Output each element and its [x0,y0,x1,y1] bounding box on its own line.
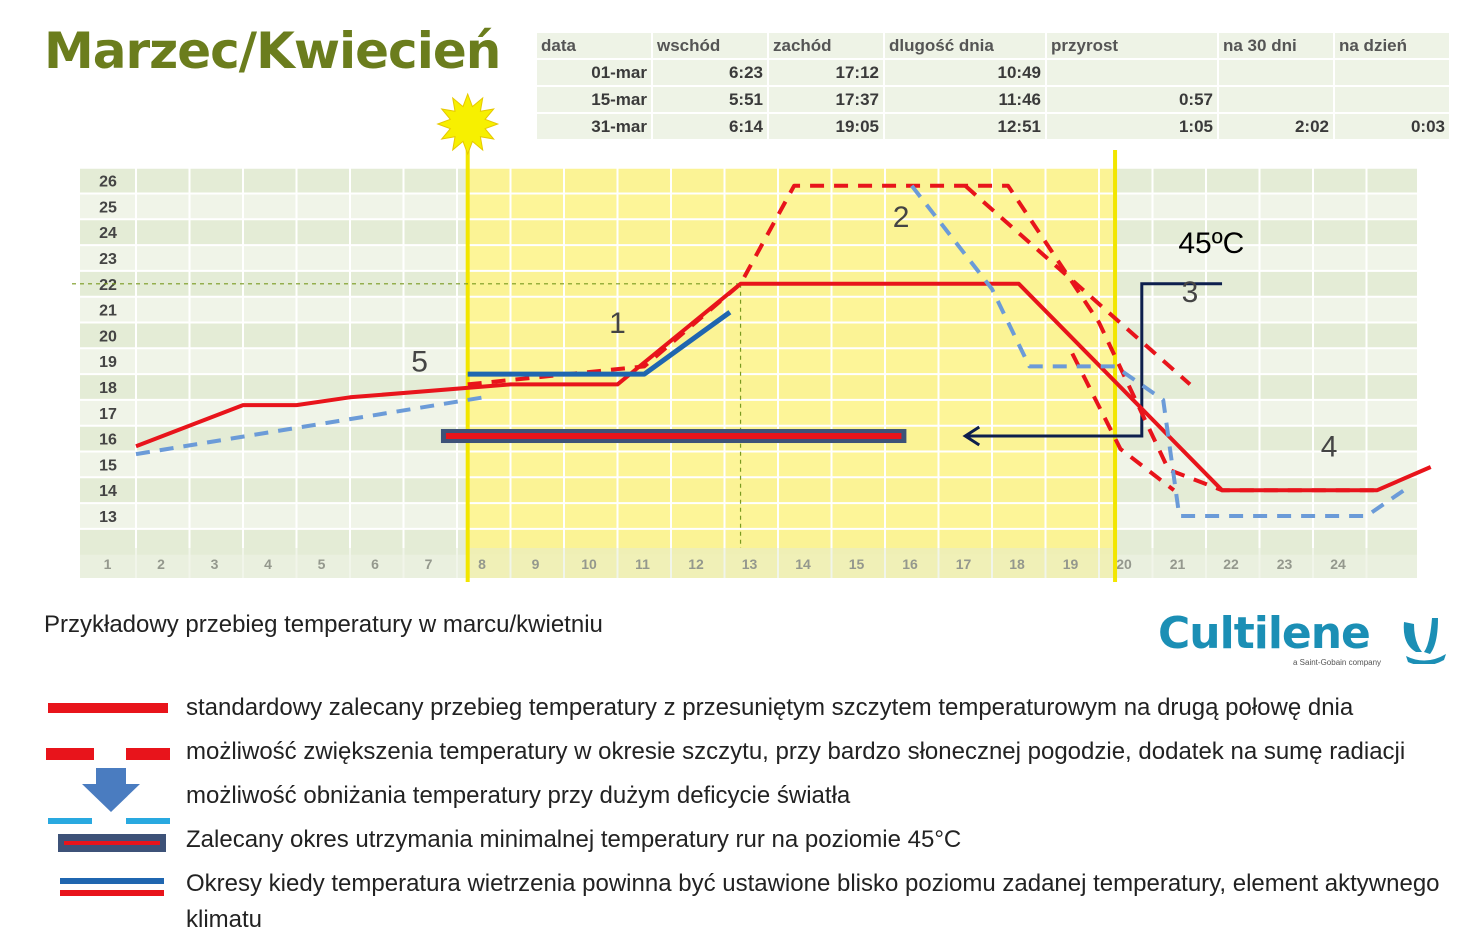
y-tick-label: 17 [99,406,117,423]
series-line-blue-dashed-5 [910,184,1406,518]
daylight-table: data wschód zachód dlugość dnia przyrost… [537,31,1451,141]
header-cell: przyrost [1047,33,1219,58]
chart-caption: Przykładowy przebieg temperatury w marcu… [44,611,603,638]
table-cell: 1:05 [1047,114,1219,139]
chart-annotation: 3 [1182,276,1199,309]
table-cell: 6:14 [653,114,769,139]
table-cell: 15-mar [537,87,653,112]
legend-text: możliwość obniżania temperatury przy duż… [186,782,851,809]
legend-text: Zalecany okres utrzymania minimalnej tem… [186,826,962,853]
header-cell: zachód [769,33,885,58]
table-cell: 19:05 [769,114,885,139]
legend-text: możliwość zwiększenia temperatury w okre… [186,738,1406,765]
chart-annotation: 1 [609,307,626,340]
chart-annotation: 2 [893,201,910,234]
page-title: Marzec/Kwiecień [44,22,501,80]
table-cell: 0:03 [1335,114,1451,139]
table-row: 31-mar 6:14 19:05 12:51 1:05 2:02 0:03 [537,114,1451,139]
y-tick-label: 19 [99,354,117,371]
series-line-blue-dashed-4 [135,395,485,457]
pipe-arrow-head [962,425,981,447]
table-cell: 2:02 [1219,114,1335,139]
y-tick-label: 16 [99,432,117,449]
temperature-chart: 1314151617181920212223242526123456789101… [72,92,1432,582]
header-cell: na dzień [1335,33,1451,58]
legend-item-decrease: możliwość obniżania temperatury przy duż… [44,768,1464,828]
table-cell: 0:57 [1047,87,1219,112]
logo-text: Cultilene [1158,608,1371,659]
y-tick-label: 13 [99,509,117,526]
pipe-bar-core [445,433,902,440]
cultilene-logo: Cultilene a Saint-Gobain company [1158,608,1446,667]
table-cell: 17:12 [769,60,885,85]
table-cell: 10:49 [885,60,1047,85]
series-line-blue-solid-6 [467,310,732,377]
series-line-red-dashed-1 [467,183,1378,493]
y-tick-label: 20 [99,328,117,345]
series-line-red-dashed-2 [963,184,1192,386]
sun-icon [436,92,500,156]
table-cell: 11:46 [885,87,1047,112]
table-cell [1219,60,1335,85]
blue-red-double-line-icon [60,878,164,896]
legend-text: standardowy zalecany przebieg temperatur… [186,694,1354,721]
header-cell: data [537,33,653,58]
table-cell: 31-mar [537,114,653,139]
table-row: 01-mar 6:23 17:12 10:49 [537,60,1451,85]
y-tick-label: 25 [99,199,117,216]
red-dashed-line-icon [46,748,170,760]
table-cell: 5:51 [653,87,769,112]
y-tick-label: 23 [99,251,117,268]
table-cell [1335,60,1451,85]
daylight-table-header: data wschód zachód dlugość dnia przyrost… [537,33,1451,58]
y-tick-label: 26 [99,174,117,191]
pipe-bar-icon [58,834,166,852]
y-tick-label: 14 [99,483,117,500]
logo-tagline: a Saint-Gobain company [1293,658,1382,667]
table-cell [1219,87,1335,112]
x-axis-band [80,548,1417,578]
y-tick-label: 15 [99,457,117,474]
chart-annotation: 5 [411,346,428,379]
table-cell: 12:51 [885,114,1047,139]
table-cell: 01-mar [537,60,653,85]
table-cell: 6:23 [653,60,769,85]
series-line-red-dashed-3 [1070,352,1176,492]
y-tick-label: 22 [99,277,117,294]
hands-icon [1403,618,1446,664]
table-cell [1047,60,1219,85]
table-row: 15-mar 5:51 17:37 11:46 0:57 [537,87,1451,112]
y-tick-label: 18 [99,380,117,397]
table-cell: 17:37 [769,87,885,112]
red-solid-line-icon [48,703,168,713]
table-cell [1335,87,1451,112]
header-cell: na 30 dni [1219,33,1335,58]
chart-annotation: 45ºC [1178,227,1244,260]
header-cell: wschód [653,33,769,58]
legend-text: Okresy kiedy temperatura wietrzenia powi… [186,870,1440,933]
blue-arrow-dashed-icon [48,768,170,824]
y-tick-label: 21 [99,303,117,320]
header-cell: dlugość dnia [885,33,1047,58]
chart-annotation: 4 [1321,431,1338,464]
pipe-arrow-line [965,282,1223,438]
y-tick-label: 24 [99,225,117,242]
